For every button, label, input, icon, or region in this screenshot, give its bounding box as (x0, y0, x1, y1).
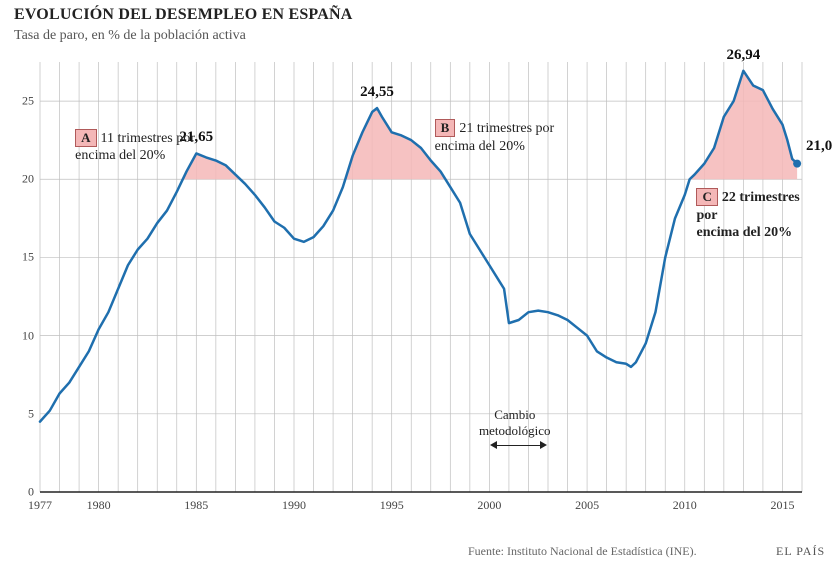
callout-text: encima del 20% (435, 139, 525, 154)
chart-subtitle: Tasa de paro, en % de la población activ… (14, 28, 246, 44)
callout: A 11 trimestres por encima del 20% (75, 129, 195, 165)
ytick-label: 15 (10, 250, 34, 265)
arrow-line (497, 445, 540, 446)
figure: EVOLUCIÓN DEL DESEMPLEO EN ESPAÑA Tasa d… (0, 0, 833, 566)
change-note: Cambiometodológico (465, 407, 565, 438)
xtick-label: 2010 (673, 498, 697, 513)
callout-text: 21 trimestres por (459, 121, 554, 136)
callout-tag: C (696, 188, 717, 206)
peak-label: 21,0 (806, 138, 832, 155)
xtick-label: 1977 (28, 498, 52, 513)
brand-text: EL PAÍS (776, 544, 825, 559)
end-marker (793, 160, 801, 168)
arrow-head-right (540, 441, 547, 449)
xtick-label: 1985 (184, 498, 208, 513)
xtick-label: 2015 (770, 498, 794, 513)
callout: C22 trimestres porencima del 20% (696, 188, 820, 242)
ytick-label: 10 (10, 328, 34, 343)
chart-svg (30, 50, 820, 520)
ytick-label: 20 (10, 172, 34, 187)
callout-text: 11 trimestres por (101, 131, 195, 146)
peak-label: 24,55 (360, 84, 394, 101)
chart-area: 0510152025197719801985199019952000200520… (30, 50, 820, 520)
callout-tag: B (435, 119, 456, 137)
xtick-label: 2000 (477, 498, 501, 513)
xtick-label: 2005 (575, 498, 599, 513)
peak-label: 26,94 (727, 47, 761, 64)
xtick-label: 1980 (87, 498, 111, 513)
ytick-label: 5 (10, 406, 34, 421)
callout-tag: A (75, 129, 96, 147)
callout-text: encima del 20% (696, 225, 792, 240)
source-text: Fuente: Instituto Nacional de Estadístic… (468, 544, 697, 559)
ytick-label: 25 (10, 94, 34, 109)
xtick-label: 1995 (380, 498, 404, 513)
callout: B21 trimestres por encima del 20% (435, 119, 555, 155)
xtick-label: 1990 (282, 498, 306, 513)
arrow-head-left (490, 441, 497, 449)
chart-title: EVOLUCIÓN DEL DESEMPLEO EN ESPAÑA (14, 6, 352, 24)
region-over-threshold (345, 108, 445, 179)
series-line (40, 71, 797, 422)
callout-text: encima del 20% (75, 148, 165, 163)
